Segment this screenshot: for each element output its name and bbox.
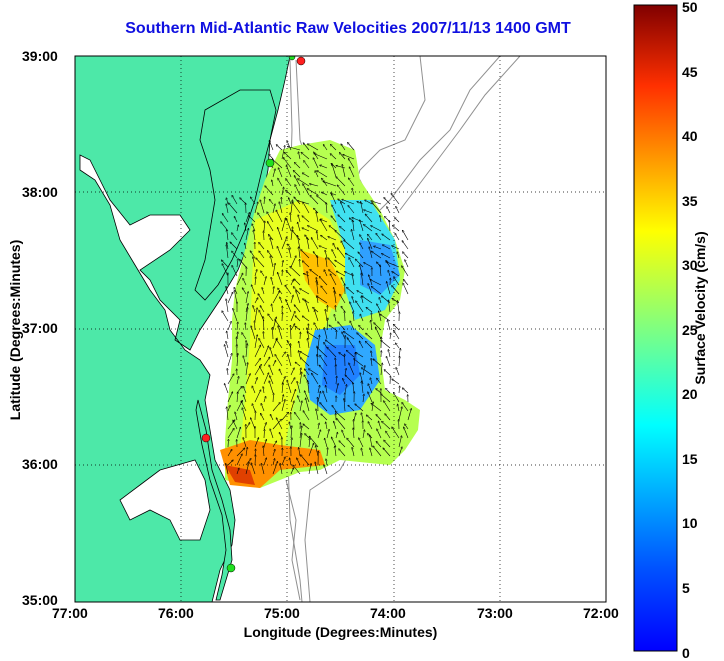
station-marker [227,564,235,572]
station-marker [266,159,274,167]
map-area [75,54,606,602]
station-marker [202,434,210,442]
station-marker [289,54,295,60]
station-marker [297,57,305,65]
colorbar [634,5,677,651]
